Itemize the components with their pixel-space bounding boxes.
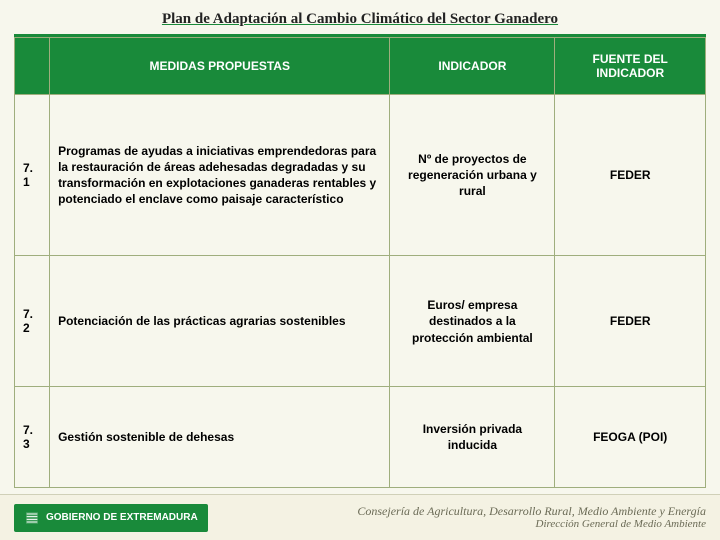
table-row: 7. 2 Potenciación de las prácticas agrar… <box>15 256 706 387</box>
table-row: 7. 1 Programas de ayudas a iniciativas e… <box>15 95 706 256</box>
gov-badge-label: GOBIERNO DE EXTREMADURA <box>46 512 198 523</box>
cell-fuente: FEOGA (POI) <box>555 387 706 488</box>
cell-medida: Programas de ayudas a iniciativas empren… <box>50 95 390 256</box>
cell-indicador: Inversión privada inducida <box>390 387 555 488</box>
col-header-medida: MEDIDAS PROPUESTAS <box>50 38 390 95</box>
cell-medida: Gestión sostenible de dehesas <box>50 387 390 488</box>
cell-fuente: FEDER <box>555 256 706 387</box>
cell-indicador: Nº de proyectos de regeneración urbana y… <box>390 95 555 256</box>
cell-fuente: FEDER <box>555 95 706 256</box>
gov-logo-icon <box>24 510 40 526</box>
cell-num: 7. 1 <box>15 95 50 256</box>
col-header-num <box>15 38 50 95</box>
table-row: 7. 3 Gestión sostenible de dehesas Inver… <box>15 387 706 488</box>
table-header-row: MEDIDAS PROPUESTAS INDICADOR FUENTE DEL … <box>15 38 706 95</box>
page-header: Plan de Adaptación al Cambio Climático d… <box>0 0 720 32</box>
footer-dept-line1: Consejería de Agricultura, Desarrollo Ru… <box>357 504 706 518</box>
cell-medida: Potenciación de las prácticas agrarias s… <box>50 256 390 387</box>
page-footer: GOBIERNO DE EXTREMADURA Consejería de Ag… <box>0 494 720 540</box>
table-container: MEDIDAS PROPUESTAS INDICADOR FUENTE DEL … <box>0 37 720 494</box>
footer-dept: Consejería de Agricultura, Desarrollo Ru… <box>357 504 706 532</box>
gov-badge: GOBIERNO DE EXTREMADURA <box>14 504 208 532</box>
col-header-indicador: INDICADOR <box>390 38 555 95</box>
measures-table: MEDIDAS PROPUESTAS INDICADOR FUENTE DEL … <box>14 37 706 488</box>
col-header-fuente: FUENTE DEL INDICADOR <box>555 38 706 95</box>
footer-dept-line2: Dirección General de Medio Ambiente <box>357 518 706 531</box>
page-title: Plan de Adaptación al Cambio Climático d… <box>162 11 558 27</box>
cell-num: 7. 2 <box>15 256 50 387</box>
cell-indicador: Euros/ empresa destinados a la protecció… <box>390 256 555 387</box>
cell-num: 7. 3 <box>15 387 50 488</box>
